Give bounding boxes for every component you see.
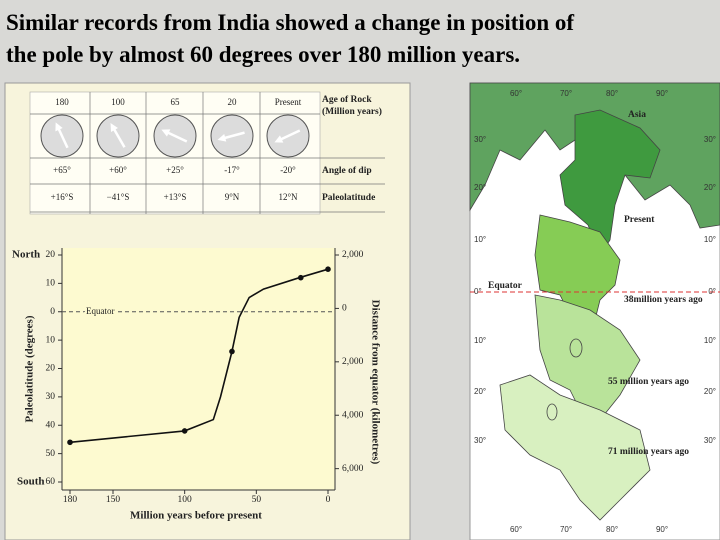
equator-label: Equator (86, 306, 115, 316)
stage-label: 55 million years ago (608, 377, 689, 387)
stage-label: 71 million years ago (608, 447, 689, 457)
title-line: Similar records from India showed a chan… (6, 10, 574, 35)
latitude-label: 20° (474, 183, 486, 192)
y-tick-label: 60 (46, 477, 56, 487)
dip-icons (40, 114, 310, 158)
row-label: Paleolatitude (322, 193, 375, 203)
table-cell: +13°S (164, 192, 187, 202)
arrow-head (161, 129, 171, 137)
stage-label: Present (624, 215, 655, 225)
x-tick-label: 180 (63, 495, 78, 505)
stage-label: 38million years ago (624, 295, 703, 305)
x-axis-label: Million years before present (130, 510, 262, 522)
longitude-label: 90° (656, 525, 668, 534)
longitude-label: 60° (510, 89, 522, 98)
y-tick-label: 10 (46, 335, 56, 345)
region-label: Asia (628, 110, 646, 120)
dip-arrow (217, 131, 245, 142)
table-header: Present (275, 97, 302, 107)
curve (69, 268, 329, 444)
y-tick-label: 40 (46, 420, 56, 430)
dip-arrow (274, 129, 301, 143)
y-tick-label: 50 (46, 449, 56, 459)
table-header: 180 (55, 97, 69, 107)
longitude-label: 60° (510, 525, 522, 534)
y2-tick-label: 2,000 (342, 357, 364, 367)
table-cell: +25° (166, 165, 184, 175)
arrow-head (55, 122, 63, 132)
north-label: North (12, 249, 40, 261)
table-lines (30, 92, 385, 214)
y-tick-label: 30 (46, 392, 56, 402)
arrow-head (274, 135, 284, 143)
latitude-label: 0° (474, 287, 482, 296)
latitude-label: 0° (708, 287, 716, 296)
latitude-label: 10° (474, 336, 486, 345)
latitude-label: 30° (474, 135, 486, 144)
x-tick-label: 0 (326, 495, 331, 505)
dip-arrow (161, 129, 188, 143)
x-tick-label: 100 (178, 495, 193, 505)
y-tick-label: 20 (46, 364, 56, 374)
latitude-label: 30° (704, 436, 716, 445)
latitude-label: 10° (704, 336, 716, 345)
data-point (229, 348, 235, 355)
longitude-label: 70° (560, 89, 572, 98)
y-tick-label: 0 (50, 307, 55, 317)
dip-arrow (110, 123, 126, 148)
row-label: (Million years) (322, 106, 382, 117)
y2-tick-label: 4,000 (342, 410, 364, 420)
plot-area (62, 248, 335, 490)
longitude-label: 90° (656, 89, 668, 98)
y-tick-label: 10 (46, 279, 56, 289)
row-label: Angle of dip (322, 166, 372, 176)
table-header: 20 (228, 97, 238, 107)
south-label: South (17, 476, 45, 488)
latitude-label: 10° (474, 235, 486, 244)
x-tick-label: 150 (106, 495, 121, 505)
table-cell: 12°N (278, 192, 298, 202)
arrow-head (110, 123, 118, 132)
latitude-label: 30° (474, 436, 486, 445)
y2-tick-label: 0 (342, 304, 347, 314)
latitude-label: 10° (704, 235, 716, 244)
table-cell: +65° (53, 165, 71, 175)
table-cell: -17° (224, 165, 240, 175)
dip-arrow (55, 122, 69, 149)
y2-tick-label: 2,000 (342, 250, 364, 260)
table-header: 100 (111, 97, 125, 107)
data-point (325, 266, 331, 272)
y-axis-label: Paleolatitude (degrees) (24, 315, 36, 422)
data-point (297, 274, 304, 281)
table-header: 65 (171, 97, 181, 107)
table-cell: +60° (109, 165, 127, 175)
y2-axis-label: Distance from equator (kilometres) (369, 300, 381, 465)
title-line: the pole by almost 60 degrees over 180 m… (6, 42, 520, 67)
y2-tick-label: 6,000 (342, 464, 364, 474)
y-tick-label: 20 (46, 250, 56, 260)
data-point (181, 428, 188, 434)
longitude-label: 80° (606, 525, 618, 534)
latitude-label: 20° (704, 387, 716, 396)
longitude-label: 70° (560, 525, 572, 534)
latitude-label: 30° (704, 135, 716, 144)
data-point (67, 439, 73, 446)
map-shapes (469, 82, 720, 521)
arrow-head (217, 133, 227, 142)
table-cell: 9°N (225, 192, 240, 202)
table-cell: +16°S (51, 192, 74, 202)
table-cell: -20° (280, 165, 296, 175)
latitude-label: 20° (704, 183, 716, 192)
table-cell: −41°S (107, 192, 130, 202)
x-tick-label: 50 (252, 495, 262, 505)
latitude-label: 20° (474, 387, 486, 396)
longitude-label: 80° (606, 89, 618, 98)
row-label: Age of Rock (322, 95, 372, 105)
equator-label: Equator (488, 281, 523, 291)
